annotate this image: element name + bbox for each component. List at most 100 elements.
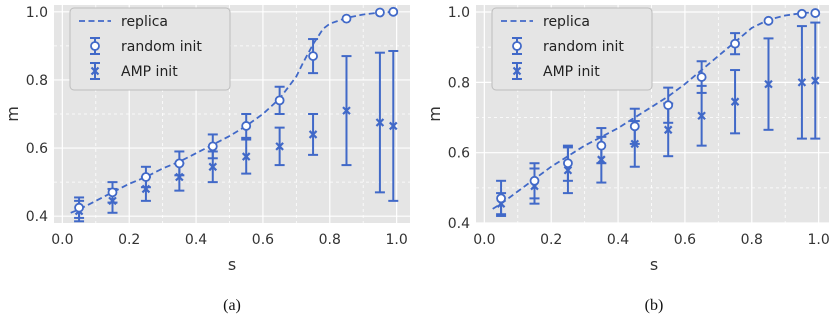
- chart-a-random-point-9: [375, 7, 385, 18]
- chart-a-amp-point-9: [375, 118, 385, 127]
- chart-b-legend-random-label: random init: [543, 39, 624, 55]
- chart-a-ytick-label-3: 1.0: [26, 5, 48, 21]
- chart-a-series: [70, 6, 399, 223]
- chart-b-caption: (b): [645, 297, 664, 314]
- chart-a-random-point-3: [174, 158, 185, 169]
- chart-b-amp-point-10-stroke-2: [811, 76, 820, 85]
- chart-b-random-point-10: [810, 8, 821, 18]
- chart-b-legend-amp-x-stroke-2: [512, 66, 522, 76]
- chart-a-xtick-label-1: 0.2: [118, 232, 140, 248]
- chart-a-legend-amp-x-stroke-2: [90, 66, 100, 76]
- chart-b-amp-point-7: [730, 97, 740, 106]
- chart-a-legend-box: [69, 7, 231, 91]
- chart-b-ytick-label-3: 1.0: [448, 5, 470, 21]
- chart-a-replica-line: [70, 10, 397, 214]
- chart-a-amp-point-5: [241, 152, 251, 161]
- chart-b-ytick-label-0: 0.4: [448, 216, 470, 232]
- chart-b-random-point-3: [596, 140, 607, 151]
- chart-b-xtick-label-3: 0.6: [674, 232, 696, 248]
- chart-b-random-point-7: [730, 38, 740, 49]
- chart-a-random-point-1: [107, 187, 118, 198]
- chart-a-legend-replica-label: replica: [121, 14, 168, 30]
- chart-a-caption: (a): [223, 297, 241, 314]
- chart-b-random-point-6: [696, 72, 707, 82]
- chart-a-random-point-0: [74, 202, 84, 213]
- chart-b-series: [492, 8, 821, 217]
- chart-b-xlabel: s: [650, 255, 658, 274]
- chart-a-ytick-label-1: 0.6: [26, 141, 48, 157]
- chart-b-legend-random-circle: [512, 41, 522, 51]
- chart-b-random-point-2: [563, 158, 573, 169]
- chart-b: 0.0 0.2 0.4 0.6 0.8 1.0 0.4 0.6 0.8 1.0 s m (b) r…: [425, 5, 829, 314]
- chart-b-legend-replica-label: replica: [543, 14, 590, 30]
- chart-a-random-point-5: [241, 121, 252, 131]
- chart-a-random-point-4: [207, 141, 218, 152]
- chart-b-xtick-label-1: 0.2: [540, 232, 562, 248]
- chart-b-random-point-1: [529, 175, 540, 186]
- chart-b-xtick-label-5: 1.0: [807, 232, 829, 248]
- chart-b-legend-amp-x: [512, 66, 522, 76]
- chart-a-ytick-label-0: 0.4: [26, 209, 48, 225]
- chart-b-grid: [476, 5, 829, 224]
- chart-b-random-point-5: [663, 100, 674, 111]
- chart-a-amp-point-10-stroke-2: [389, 121, 398, 131]
- chart-b-amp-point-6: [697, 111, 706, 121]
- chart-a-xtick-label-0: 0.0: [51, 232, 73, 248]
- chart-b-random-point-9: [797, 8, 807, 19]
- chart-b-legend-random-marker: [512, 37, 522, 55]
- chart-a-amp-point-8: [342, 106, 351, 115]
- chart-b-xtick-label-0: 0.0: [473, 232, 495, 248]
- chart-a-xlabel: s: [228, 255, 236, 274]
- chart-b-legend-box: [491, 7, 653, 91]
- chart-a-amp-point-4-stroke-2: [208, 162, 218, 172]
- chart-a-legend-random-marker: [90, 37, 100, 55]
- chart-a-amp-point-6-stroke-2: [275, 142, 284, 151]
- chart-a-random-point-2: [141, 172, 151, 182]
- chart-b-amp-point-5-stroke-2: [663, 125, 673, 135]
- chart-a-amp-point-7-stroke-2: [308, 130, 318, 139]
- chart-a-legend-random-label: random init: [121, 39, 202, 55]
- chart-a-ytick-label-2: 0.8: [26, 73, 48, 89]
- chart-a-xtick-label-4: 0.8: [319, 232, 341, 248]
- chart-a-legend: replica random init AMP init: [69, 7, 231, 91]
- chart-b-legend-amp-marker: [512, 62, 522, 80]
- chart-a-amp-point-5-stroke-2: [241, 152, 251, 161]
- chart-b-xtick-label-2: 0.4: [607, 232, 629, 248]
- chart-b-amp-point-8: [764, 79, 773, 89]
- chart-a-xtick-label-2: 0.4: [185, 232, 207, 248]
- chart-b-ytick-label-1: 0.6: [448, 146, 470, 162]
- chart-a-legend-amp-x: [90, 66, 100, 76]
- chart-a-random-point-6: [274, 95, 285, 106]
- chart-a-amp-point-9-stroke-2: [375, 118, 385, 127]
- chart-a-random-point-7: [308, 51, 318, 61]
- chart-b-amp-point-5: [663, 125, 673, 135]
- chart-a-amp-point-4: [208, 162, 218, 172]
- chart-a-xtick-label-3: 0.6: [252, 232, 274, 248]
- chart-b-random-point-0: [496, 193, 506, 204]
- chart-b-legend-amp-label: AMP init: [543, 64, 600, 80]
- chart-a-xtick-label-5: 1.0: [385, 232, 407, 248]
- chart-a-legend-amp-label: AMP init: [121, 64, 178, 80]
- chart-a-amp-point-10: [389, 121, 398, 131]
- chart-a-random-point-8: [341, 13, 352, 24]
- chart-b-amp-point-7-stroke-2: [730, 97, 740, 106]
- chart-b-legend: replica random init AMP init: [491, 7, 653, 91]
- chart-b-amp-point-9: [797, 78, 807, 87]
- chart-b-random-point-4: [629, 121, 640, 132]
- chart-a: 0.0 0.2 0.4 0.6 0.8 1.0 0.4 0.6 0.8 1.0 s m (a) r…: [3, 5, 410, 314]
- chart-b-ticks: 0.0 0.2 0.4 0.6 0.8 1.0 0.4 0.6 0.8 1.0: [448, 5, 829, 248]
- chart-a-amp-point-7: [308, 130, 318, 139]
- chart-a-legend-random-circle: [90, 41, 100, 51]
- chart-b-replica-line: [492, 11, 819, 210]
- chart-a-legend-amp-marker: [90, 62, 100, 80]
- chart-a-amp-point-8-stroke-2: [342, 106, 351, 115]
- chart-a-ticks: 0.0 0.2 0.4 0.6 0.8 1.0 0.4 0.6 0.8 1.0: [26, 5, 408, 248]
- chart-a-amp-point-6: [275, 142, 284, 151]
- chart-b-amp-point-6-stroke-2: [697, 111, 706, 121]
- chart-b-xtick-label-4: 0.8: [741, 232, 763, 248]
- chart-b-amp-point-8-stroke-2: [764, 79, 773, 89]
- chart-b-amp-point-10: [811, 76, 820, 85]
- chart-b-amp-point-9-stroke-2: [797, 78, 807, 87]
- chart-a-random-point-10: [388, 6, 399, 17]
